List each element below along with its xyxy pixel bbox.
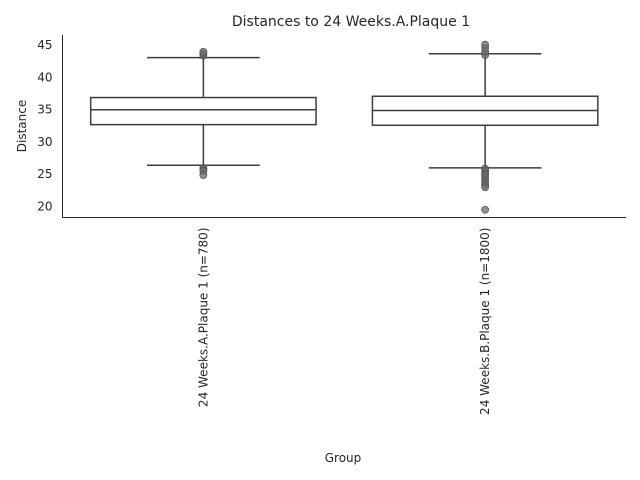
box-group xyxy=(371,40,599,214)
outlier-point xyxy=(199,47,208,56)
y-tick-label: 20 xyxy=(37,199,52,213)
outlier-point xyxy=(481,40,490,49)
y-tick-label: 40 xyxy=(37,70,52,84)
y-tick-label: 30 xyxy=(37,135,52,149)
box-series xyxy=(89,40,599,214)
y-tick-label: 45 xyxy=(37,38,52,52)
y-tick-label: 35 xyxy=(37,103,52,117)
y-axis-label: Distance xyxy=(15,100,29,152)
outlier-point xyxy=(481,183,490,192)
y-tick-label: 25 xyxy=(37,167,52,181)
x-axis-label: Group xyxy=(325,451,362,465)
outlier-point xyxy=(481,205,490,214)
x-tick-label: 24 Weeks.B.Plaque 1 (n=1800) xyxy=(478,228,492,415)
x-axis-tick-labels: 24 Weeks.A.Plaque 1 (n=780) 24 Weeks.B.Pl… xyxy=(196,228,492,415)
box-group xyxy=(89,47,317,179)
box-iqr xyxy=(89,96,317,126)
y-axis-ticks: 20 25 30 35 40 45 xyxy=(37,38,52,213)
outlier-point xyxy=(199,171,208,179)
x-tick-label: 24 Weeks.A.Plaque 1 (n=780) xyxy=(196,228,210,408)
chart-title: Distances to 24 Weeks.A.Plaque 1 xyxy=(232,14,470,30)
